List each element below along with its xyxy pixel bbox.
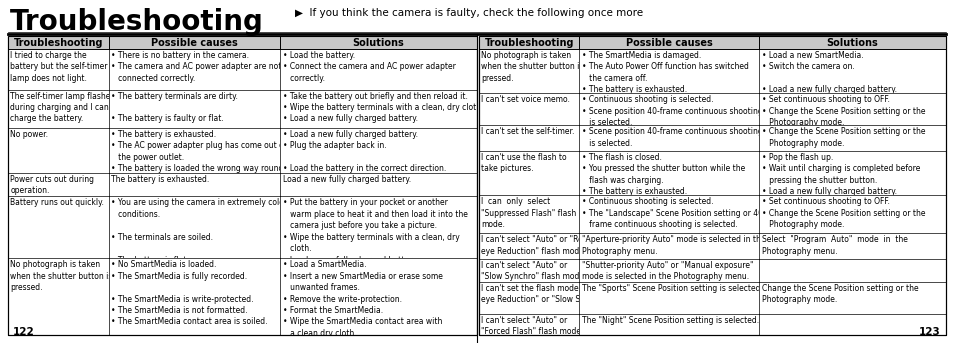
Text: Select  "Program  Auto"  mode  in  the
Photography menu.: Select "Program Auto" mode in the Photog… [760, 235, 906, 256]
Text: Solutions: Solutions [353, 37, 404, 47]
Text: • Load a new SmartMedia.
• Switch the camera on.

• Load a new fully charged bat: • Load a new SmartMedia. • Switch the ca… [760, 51, 896, 94]
Text: No power.: No power. [10, 130, 49, 139]
Text: I  can  only  select
"Suppressed Flash" flash
mode.: I can only select "Suppressed Flash" fla… [481, 197, 577, 229]
Text: I can't set the flash mode to "Red-
eye Reduction" or "Slow Synchro".: I can't set the flash mode to "Red- eye … [481, 284, 612, 305]
Text: • No SmartMedia is loaded.
• The SmartMedia is fully recorded.

• The SmartMedia: • No SmartMedia is loaded. • The SmartMe… [112, 260, 268, 327]
Text: Load a new fully charged battery.: Load a new fully charged battery. [282, 175, 410, 184]
Text: Troubleshooting: Troubleshooting [10, 8, 264, 36]
Text: Power cuts out during
operation.: Power cuts out during operation. [10, 175, 94, 195]
Text: • Put the battery in your pocket or another
   warm place to heat it and then lo: • Put the battery in your pocket or anot… [282, 198, 467, 264]
Text: • Load a new fully charged battery.
• Plug the adapter back in.

• Load the batt: • Load a new fully charged battery. • Pl… [282, 130, 445, 173]
Text: • There is no battery in the camera.
• The camera and AC power adapter are not
 : • There is no battery in the camera. • T… [112, 51, 281, 83]
Text: • The battery is exhausted.
• The AC power adapter plug has come out of
   the p: • The battery is exhausted. • The AC pow… [112, 130, 287, 173]
Text: Solutions: Solutions [826, 37, 878, 47]
Text: I can't set voice memo.: I can't set voice memo. [481, 95, 570, 105]
Text: No photograph is taken
when the shutter button is
pressed.: No photograph is taken when the shutter … [10, 260, 112, 292]
Text: • Take the battery out briefly and then reload it.
• Wipe the battery terminals : • Take the battery out briefly and then … [282, 92, 482, 123]
Text: • Load the battery.
• Connect the camera and AC power adapter
   correctly.: • Load the battery. • Connect the camera… [282, 51, 455, 83]
Text: The self-timer lamp flashes
during charging and I can't
charge the battery.: The self-timer lamp flashes during charg… [10, 92, 114, 123]
Text: I can't use the flash to
take pictures.: I can't use the flash to take pictures. [481, 153, 566, 173]
Text: • Set continuous shooting to OFF.
• Change the Scene Position setting or the
   : • Set continuous shooting to OFF. • Chan… [760, 95, 924, 127]
Text: 122: 122 [13, 327, 34, 337]
Text: • Pop the flash up.
• Wait until charging is completed before
   pressing the sh: • Pop the flash up. • Wait until chargin… [760, 153, 919, 196]
Bar [8, 36, 476, 335]
Bar [478, 36, 945, 49]
Text: • You are using the camera in extremely cold
   conditions.

• The terminals are: • You are using the camera in extremely … [112, 198, 284, 264]
Text: • Scene position 40-frame continuous shooting
   is selected.: • Scene position 40-frame continuous sho… [581, 127, 761, 148]
Text: I can't set the self-timer.: I can't set the self-timer. [481, 127, 575, 136]
Text: I can't select "Auto" or
"Forced Flash" flash mode.: I can't select "Auto" or "Forced Flash" … [481, 316, 583, 336]
Text: The "Sports" Scene Position setting is selected.: The "Sports" Scene Position setting is s… [581, 284, 762, 293]
Text: The "Night" Scene Position setting is selected.: The "Night" Scene Position setting is se… [581, 316, 759, 325]
Bar [8, 36, 476, 335]
Text: "Aperture-priority Auto" mode is selected in the
Photography menu.: "Aperture-priority Auto" mode is selecte… [581, 235, 764, 256]
Text: 123: 123 [919, 327, 940, 337]
Text: Troubleshooting: Troubleshooting [13, 37, 103, 47]
Text: • Continuous shooting is selected.
• The "Landscape" Scene Position setting or 4: • Continuous shooting is selected. • The… [581, 197, 765, 229]
Text: • Continuous shooting is selected.
• Scene position 40-frame continuous shooting: • Continuous shooting is selected. • Sce… [581, 95, 761, 127]
Text: The battery is exhausted.: The battery is exhausted. [112, 175, 210, 184]
Text: Troubleshooting: Troubleshooting [484, 37, 574, 47]
Text: • Load a SmartMedia.
• Insert a new SmartMedia or erase some
   unwanted frames.: • Load a SmartMedia. • Insert a new Smar… [282, 260, 442, 338]
Text: Change the Scene Position setting or the
Photography mode.: Change the Scene Position setting or the… [760, 284, 918, 305]
Text: Possible causes: Possible causes [625, 37, 712, 47]
Text: • The battery terminals are dirty.

• The battery is faulty or flat.: • The battery terminals are dirty. • The… [112, 92, 238, 123]
Text: No photograph is taken
when the shutter button is
pressed.: No photograph is taken when the shutter … [481, 51, 583, 83]
Text: • The flash is closed.
• You pressed the shutter button while the
   flash was c: • The flash is closed. • You pressed the… [581, 153, 744, 196]
Text: I can't select "Auto" or "Red-
eye Reduction" flash mode.: I can't select "Auto" or "Red- eye Reduc… [481, 235, 590, 256]
Text: • Change the Scene Position setting or the
   Photography mode.: • Change the Scene Position setting or t… [760, 127, 924, 148]
Text: "Shutter-priority Auto" or "Manual exposure"
mode is selected in the Photography: "Shutter-priority Auto" or "Manual expos… [581, 261, 753, 281]
Text: • Set continuous shooting to OFF.
• Change the Scene Position setting or the
   : • Set continuous shooting to OFF. • Chan… [760, 197, 924, 229]
Text: Possible causes: Possible causes [151, 37, 237, 47]
Text: • The SmartMedia is damaged.
• The Auto Power Off function has switched
   the c: • The SmartMedia is damaged. • The Auto … [581, 51, 748, 94]
Bar [8, 36, 476, 49]
Text: Battery runs out quickly.: Battery runs out quickly. [10, 198, 104, 207]
Bar [478, 36, 945, 335]
Text: ▶  If you think the camera is faulty, check the following once more: ▶ If you think the camera is faulty, che… [294, 8, 642, 18]
Bar [478, 36, 945, 335]
Text: I tried to charge the
battery but the self-timer
lamp does not light.: I tried to charge the battery but the se… [10, 51, 108, 83]
Text: I can't select "Auto" or
"Slow Synchro" flash mode.: I can't select "Auto" or "Slow Synchro" … [481, 261, 586, 281]
